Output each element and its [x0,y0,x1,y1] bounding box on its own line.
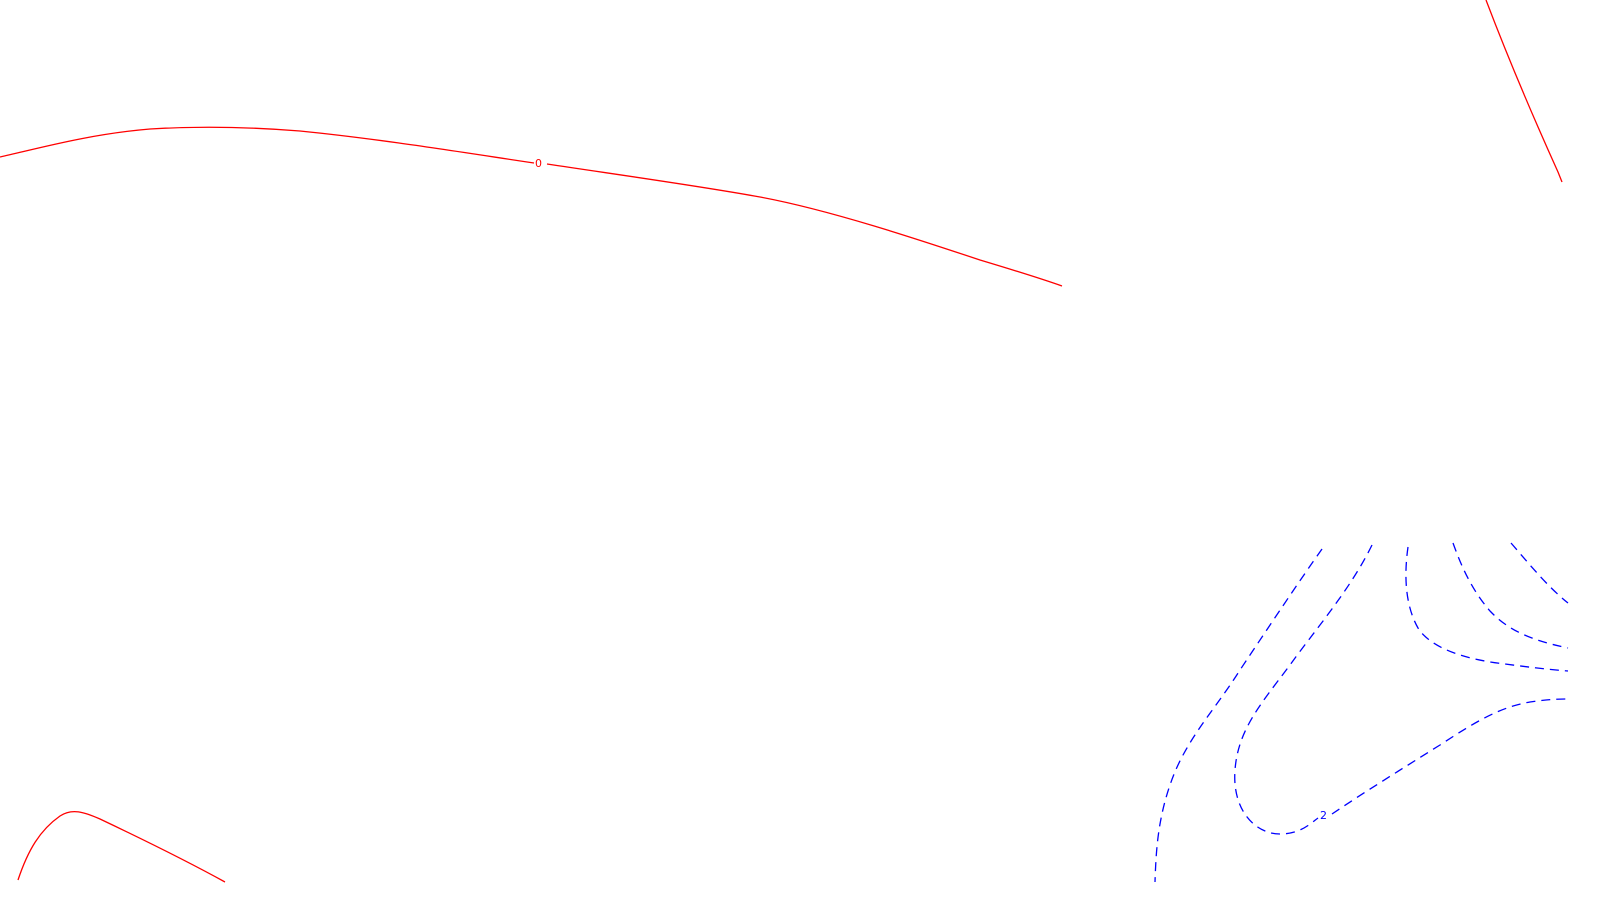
negative-contour-outer [1154,548,1323,883]
negative-contour-inner [1405,546,1569,672]
negative-contour-group [1154,542,1569,883]
zero-contour-label: 0 [535,157,542,170]
zero-contour-main [0,126,1063,287]
negative-contour-loop [1234,544,1569,835]
zero-contour-lower-left [17,810,226,883]
zero-contour-upper-right [1485,0,1563,183]
negative-contour-label: 2 [1320,809,1327,822]
negative-contour-right-a [1452,542,1569,649]
negative-contour-right-b [1510,542,1569,604]
positive-contour-group [0,0,1563,883]
